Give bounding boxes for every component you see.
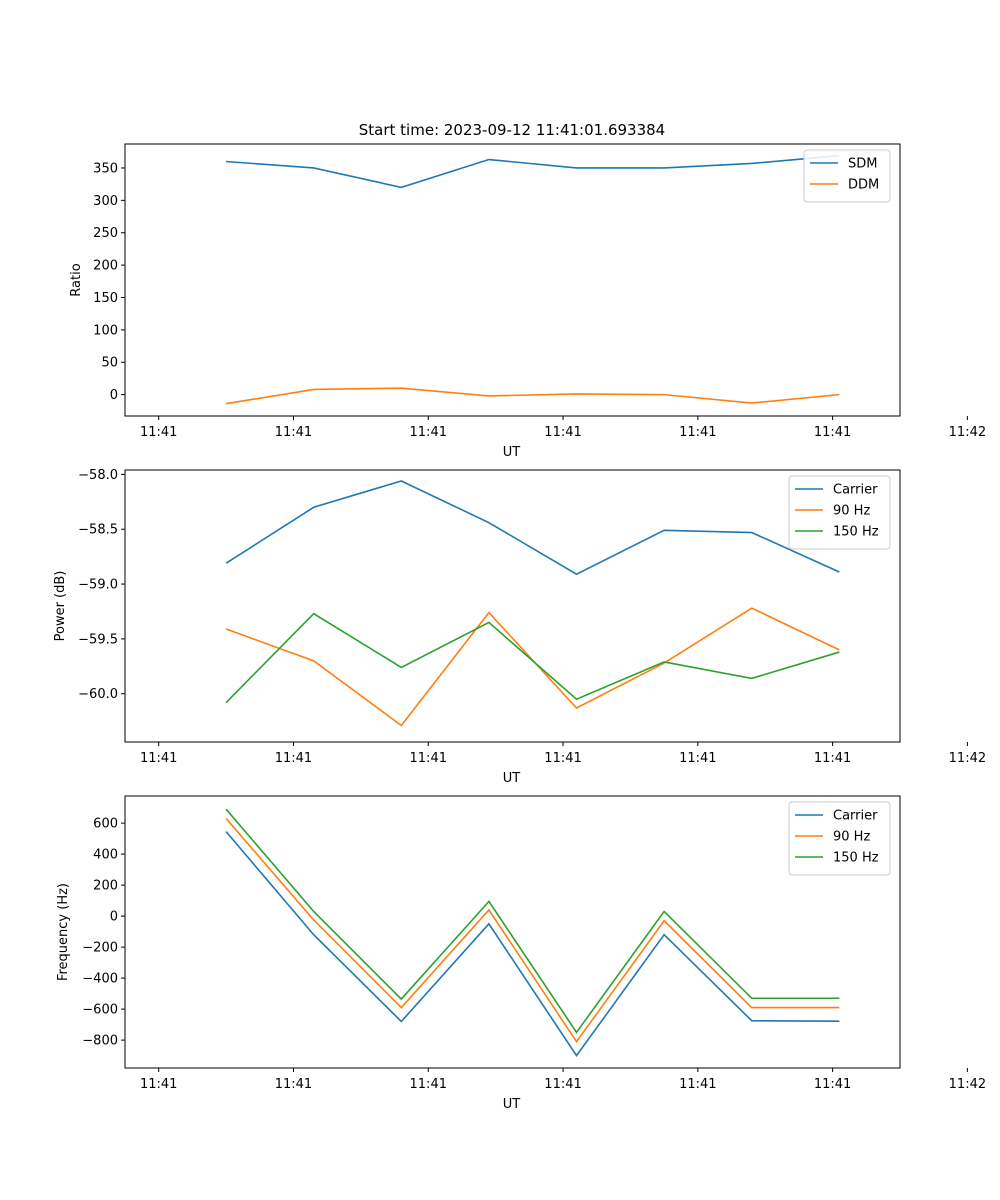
x-tick-label: 11:41 [814, 751, 851, 766]
y-tick-label: 100 [93, 323, 118, 338]
y-tick-label: 250 [93, 226, 118, 241]
axes-frame [124, 795, 901, 1069]
chart-panel-3: 11:41 11:41 11:41 11:41 11:41 11:41 11:42 −800 −… [56, 795, 986, 1112]
series-line-carrier [225, 831, 840, 1058]
legend-entry-label: 90 Hz [833, 830, 870, 845]
x-tick-label: 11:41 [679, 1077, 716, 1092]
x-tick-label: 11:42 [949, 425, 986, 440]
y-tick-label: −60.0 [78, 687, 118, 702]
x-tick-label: 11:42 [949, 1077, 986, 1092]
series-line-carrier [225, 480, 840, 576]
axes-frame [124, 143, 901, 417]
y-axis-label: Ratio [69, 263, 84, 296]
y-tick-label: −59.5 [78, 632, 118, 647]
y-tick-label: 200 [93, 879, 118, 894]
chart-panel-2: 11:41 11:41 11:41 11:41 11:41 11:41 11:42 −60.0… [53, 468, 986, 786]
legend: Carrier 90 Hz 150 Hz [788, 801, 891, 876]
y-tick-label: −59.0 [78, 578, 118, 593]
x-axis-label: UT [503, 445, 521, 460]
x-tick-label: 11:41 [679, 425, 716, 440]
y-tick-label: −58.5 [78, 523, 118, 538]
x-tick-label: 11:41 [275, 425, 312, 440]
x-tick-label: 11:41 [140, 1077, 177, 1092]
chart-panels: 11:41 11:41 11:41 11:41 11:41 11:41 11:42 0 50 10… [53, 143, 986, 1112]
y-tick-label: 600 [93, 817, 118, 832]
y-axis-label: Power (dB) [53, 571, 68, 642]
series-line-sdm [226, 154, 840, 189]
x-tick-label: 11:41 [140, 425, 177, 440]
legend: Carrier 90 Hz 150 Hz [788, 475, 891, 550]
legend-entry-label: Carrier [833, 809, 878, 824]
legend-entry-label: 150 Hz [833, 851, 879, 866]
series-line-ddm [225, 387, 840, 405]
y-tick-label: −400 [82, 972, 118, 987]
legend-entry-label: Carrier [833, 483, 878, 498]
x-tick-label: 11:41 [544, 1077, 581, 1092]
x-tick-label: 11:41 [410, 425, 447, 440]
y-tick-label: 300 [93, 194, 118, 209]
x-tick-label: 11:41 [544, 751, 581, 766]
legend-entry-label: DDM [848, 178, 879, 193]
x-tick-label: 11:41 [814, 425, 851, 440]
x-tick-label: 11:41 [275, 751, 312, 766]
legend-entry-label: SDM [848, 157, 877, 172]
x-axis-label: UT [503, 771, 521, 786]
x-tick-label: 11:41 [814, 1077, 851, 1092]
y-tick-label: 50 [101, 356, 118, 371]
y-tick-label: 350 [93, 161, 118, 176]
x-tick-label: 11:42 [949, 751, 986, 766]
y-tick-label: 0 [110, 388, 118, 403]
y-tick-label: −58.0 [78, 468, 118, 483]
y-tick-label: −800 [82, 1034, 118, 1049]
series-line-150-hz [225, 612, 840, 704]
x-tick-label: 11:41 [410, 751, 447, 766]
x-tick-label: 11:41 [544, 425, 581, 440]
x-tick-label: 11:41 [679, 751, 716, 766]
y-axis-label: Frequency (Hz) [56, 883, 71, 981]
x-tick-label: 11:41 [410, 1077, 447, 1092]
axes-frame [124, 469, 901, 743]
y-tick-label: 400 [93, 848, 118, 863]
x-tick-label: 11:41 [275, 1077, 312, 1092]
y-tick-label: 200 [93, 259, 118, 274]
y-tick-label: 150 [93, 291, 118, 306]
y-tick-label: −200 [82, 941, 118, 956]
series-line-150-hz [225, 808, 840, 1034]
chart-panel-1: 11:41 11:41 11:41 11:41 11:41 11:41 11:42 0 50 10… [69, 143, 986, 460]
x-axis-label: UT [503, 1097, 521, 1112]
figure-title: Start time: 2023-09-12 11:41:01.693384 [359, 121, 665, 139]
legend-entry-label: 90 Hz [833, 504, 870, 519]
x-tick-label: 11:41 [140, 751, 177, 766]
y-tick-label: 0 [110, 910, 118, 925]
series-line-90-hz [225, 817, 840, 1044]
legend-entry-label: 150 Hz [833, 525, 879, 540]
legend: SDM DDM [803, 149, 891, 203]
y-tick-label: −600 [82, 1003, 118, 1018]
